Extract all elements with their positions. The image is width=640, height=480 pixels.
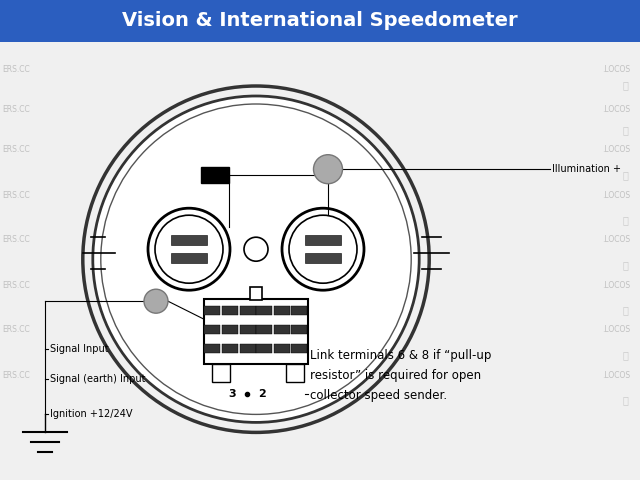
Text: .LOCOS: .LOCOS <box>602 280 630 289</box>
Bar <box>305 235 341 245</box>
Circle shape <box>244 237 268 261</box>
Bar <box>204 344 220 353</box>
Text: ⛵: ⛵ <box>622 125 628 135</box>
Bar <box>291 324 307 334</box>
Bar <box>256 324 272 334</box>
Text: Ignition +12/24V: Ignition +12/24V <box>50 409 132 419</box>
Bar <box>256 344 272 353</box>
Bar <box>212 364 230 382</box>
Text: Illumination +: Illumination + <box>552 164 621 174</box>
Bar <box>256 306 272 315</box>
Circle shape <box>289 215 357 283</box>
Text: ERS.CC: ERS.CC <box>2 371 29 380</box>
Text: ⛵: ⛵ <box>622 395 628 405</box>
Text: ⛵: ⛵ <box>622 215 628 225</box>
Text: ⛵: ⛵ <box>622 170 628 180</box>
Bar <box>201 167 229 183</box>
Bar <box>171 253 207 263</box>
Text: .LOCOS: .LOCOS <box>602 191 630 200</box>
Text: .LOCOS: .LOCOS <box>602 106 630 115</box>
Bar <box>240 344 256 353</box>
Text: 3: 3 <box>228 389 236 399</box>
Text: .LOCOS: .LOCOS <box>602 236 630 244</box>
Text: ERS.CC: ERS.CC <box>2 325 29 335</box>
Bar <box>222 344 238 353</box>
Circle shape <box>93 96 419 422</box>
Text: ⛵: ⛵ <box>622 350 628 360</box>
Text: ERS.CC: ERS.CC <box>2 236 29 244</box>
Bar <box>291 306 307 315</box>
Text: Link terminals 6 & 8 if “pull-up
resistor” is required for open
collector speed : Link terminals 6 & 8 if “pull-up resisto… <box>310 349 492 402</box>
Bar <box>204 324 220 334</box>
Text: .LOCOS: .LOCOS <box>602 145 630 155</box>
Text: ⛵: ⛵ <box>622 80 628 90</box>
Text: ERS.CC: ERS.CC <box>2 145 29 155</box>
Text: Signal (earth) Input: Signal (earth) Input <box>50 374 145 384</box>
Bar <box>250 287 262 300</box>
Bar <box>204 306 220 315</box>
Bar <box>204 299 308 364</box>
Bar <box>171 235 207 245</box>
Bar <box>291 344 307 353</box>
Text: ⛵: ⛵ <box>622 305 628 315</box>
Bar <box>0 0 640 42</box>
Text: Vision & International Speedometer: Vision & International Speedometer <box>122 12 518 31</box>
Bar <box>286 364 304 382</box>
Bar <box>274 324 290 334</box>
Circle shape <box>155 215 223 283</box>
Bar <box>305 253 341 263</box>
Text: .LOCOS: .LOCOS <box>602 65 630 74</box>
Circle shape <box>314 155 342 184</box>
Bar <box>240 306 256 315</box>
Circle shape <box>144 289 168 313</box>
Bar <box>222 306 238 315</box>
Bar <box>274 306 290 315</box>
Text: ERS.CC: ERS.CC <box>2 280 29 289</box>
Text: .LOCOS: .LOCOS <box>602 371 630 380</box>
Text: 2: 2 <box>258 389 266 399</box>
Text: Signal Input: Signal Input <box>50 344 109 354</box>
Bar <box>222 324 238 334</box>
Bar <box>274 344 290 353</box>
Text: ERS.CC: ERS.CC <box>2 191 29 200</box>
Text: ERS.CC: ERS.CC <box>2 106 29 115</box>
Bar <box>240 324 256 334</box>
Text: .LOCOS: .LOCOS <box>602 325 630 335</box>
Text: ERS.CC: ERS.CC <box>2 65 29 74</box>
Text: ⛵: ⛵ <box>622 260 628 270</box>
